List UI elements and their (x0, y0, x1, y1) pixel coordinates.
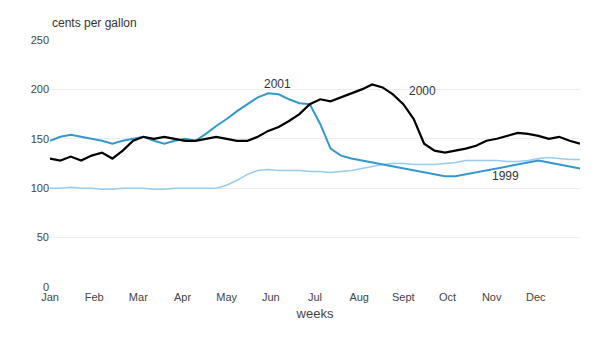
svg-text:2001: 2001 (264, 77, 291, 91)
svg-text:cents per gallon: cents per gallon (52, 16, 137, 30)
svg-text:Mar: Mar (129, 291, 148, 303)
svg-text:weeks: weeks (296, 306, 334, 321)
svg-text:200: 200 (31, 83, 49, 95)
svg-text:Oct: Oct (439, 291, 456, 303)
svg-text:50: 50 (37, 231, 49, 243)
svg-text:Dec: Dec (526, 291, 546, 303)
svg-text:Nov: Nov (482, 291, 502, 303)
svg-text:Sept: Sept (392, 291, 415, 303)
svg-text:1999: 1999 (492, 169, 519, 183)
svg-text:100: 100 (31, 182, 49, 194)
svg-text:Jan: Jan (41, 291, 59, 303)
svg-text:May: May (216, 291, 237, 303)
svg-text:Feb: Feb (85, 291, 104, 303)
svg-text:250: 250 (31, 34, 49, 46)
svg-text:Jun: Jun (262, 291, 280, 303)
svg-text:150: 150 (31, 133, 49, 145)
svg-text:Aug: Aug (349, 291, 369, 303)
svg-text:Apr: Apr (174, 291, 191, 303)
svg-text:0: 0 (43, 281, 49, 293)
svg-text:2000: 2000 (409, 84, 436, 98)
svg-text:Jul: Jul (308, 291, 322, 303)
